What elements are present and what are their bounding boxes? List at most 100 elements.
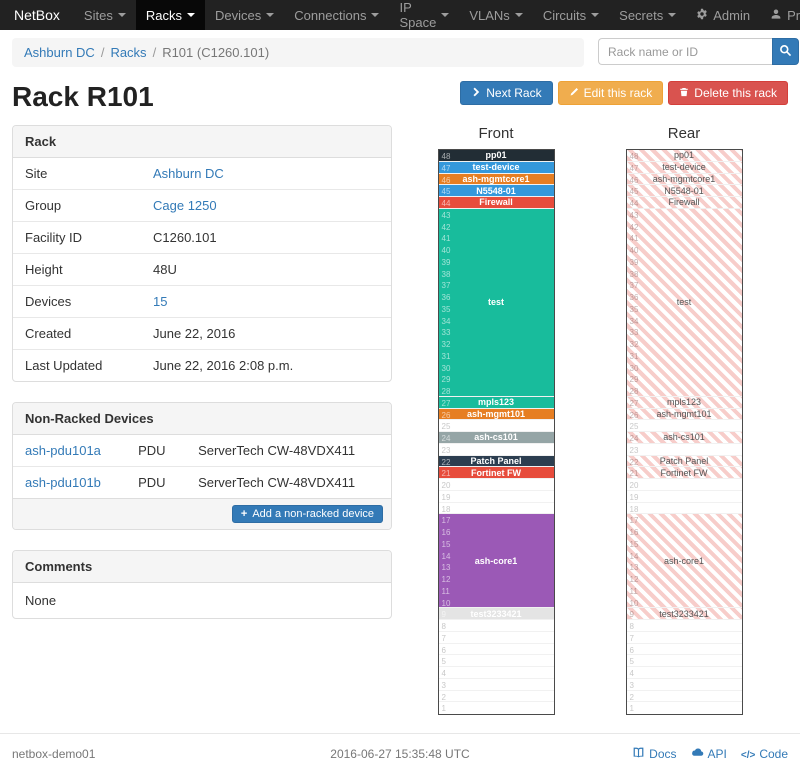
cloud-icon (691, 746, 704, 762)
device-model-cell: ServerTech CW-48VDX411 (186, 466, 391, 498)
unit-divider (626, 666, 742, 667)
footer-link-code[interactable]: </> Code (741, 746, 788, 762)
device-label: Fortinet FW (471, 467, 521, 478)
device-label: test3233421 (659, 608, 709, 619)
nav-item-racks[interactable]: Racks (135, 0, 205, 30)
nav-item-circuits[interactable]: Circuits (533, 0, 609, 30)
nav-item-secrets[interactable]: Secrets (609, 0, 686, 30)
nav-item-connections[interactable]: Connections (284, 0, 389, 30)
rack-device-test-rear[interactable]: test (626, 208, 742, 396)
rack-device-ash-core1-front[interactable]: ash-core1 (438, 514, 554, 608)
rack-device-ash-cs101-front[interactable]: ash-cs101 (438, 432, 554, 443)
edit-rack-button[interactable]: Edit this rack (557, 81, 664, 105)
device-link-ash-pdu101a[interactable]: ash-pdu101a (25, 443, 101, 458)
footer-link-label: Docs (649, 747, 677, 761)
device-label: ash-core1 (663, 555, 705, 566)
unit-divider (626, 431, 742, 432)
rack-info-value: June 22, 2016 2:08 p.m. (141, 349, 391, 381)
rack-info-link-cage-1250[interactable]: Cage 1250 (153, 198, 217, 213)
comments-panel-title: Comments (13, 551, 391, 583)
rack-device-test-device-front[interactable]: test-device (438, 161, 554, 173)
device-label: pp01 (485, 150, 507, 161)
nav-item-admin[interactable]: Admin (686, 0, 760, 30)
rack-device-patch-panel-front[interactable]: Patch Panel (438, 455, 554, 467)
rack-device-ash-cs101-rear[interactable]: ash-cs101 (626, 432, 742, 443)
chevron-right-icon (471, 86, 481, 100)
nav-item-ip-space[interactable]: IP Space (389, 0, 459, 30)
rack-device-test-front[interactable]: test (438, 208, 554, 396)
gear-icon (696, 8, 708, 23)
add-non-racked-device-button[interactable]: + Add a non-racked device (231, 505, 383, 523)
unit-divider (438, 677, 554, 679)
nav-item-label: Connections (294, 7, 367, 23)
footer-link-docs[interactable]: Docs (632, 746, 677, 762)
unit-divider (438, 689, 554, 691)
unit-divider (438, 172, 554, 174)
rack-search-input[interactable] (598, 38, 772, 65)
unit-divider (626, 513, 742, 515)
nav-item-profile[interactable]: Profile (760, 0, 800, 30)
rack-device-patch-panel-rear[interactable]: Patch Panel (626, 455, 742, 467)
rack-info-label: Devices (13, 285, 141, 318)
book-icon (632, 746, 645, 762)
unit-divider (626, 701, 742, 703)
rack-device-mpls123-rear[interactable]: mpls123 (626, 396, 742, 408)
device-link-ash-pdu101b[interactable]: ash-pdu101b (25, 475, 101, 490)
rack-device-n5548-01-rear[interactable]: N5548-01 (626, 185, 742, 196)
unit-divider (626, 607, 742, 609)
rack-info-link-15[interactable]: 15 (153, 294, 168, 309)
rack-info-value: Ashburn DC (141, 158, 391, 190)
nav-item-devices[interactable]: Devices (205, 0, 284, 30)
unit-divider (438, 513, 554, 515)
pencil-icon (569, 86, 579, 100)
unit-divider (626, 478, 742, 479)
device-label: Patch Panel (470, 455, 522, 466)
rack-device-ash-mgmtcore1-rear[interactable]: ash-mgmtcore1 (626, 173, 742, 185)
rack-device-pp01-front[interactable]: pp01 (438, 150, 554, 161)
nav-item-label: Profile (787, 7, 800, 23)
rack-device-firewall-front[interactable]: Firewall (438, 197, 554, 208)
brand-link[interactable]: NetBox (14, 7, 60, 23)
breadcrumb-separator: / (100, 45, 105, 60)
rack-device-ash-mgmt101-rear[interactable]: ash-mgmt101 (626, 408, 742, 420)
breadcrumb-item-r101-c1260-101-: R101 (C1260.101) (162, 45, 270, 60)
rack-device-test-device-rear[interactable]: test-device (626, 161, 742, 173)
rack-info-row: Created June 22, 2016 (13, 317, 391, 350)
rack-info-label: Site (25, 166, 48, 181)
rack-device-ash-core1-rear[interactable]: ash-core1 (626, 514, 742, 608)
caret-down-icon (668, 13, 677, 17)
rack-device-n5548-01-front[interactable]: N5548-01 (438, 185, 554, 196)
rack-device-firewall-rear[interactable]: Firewall (626, 197, 742, 208)
nav-item-vlans[interactable]: VLANs (459, 0, 532, 30)
next-rack-button[interactable]: Next Rack (460, 81, 553, 105)
page-title: Rack R101 (12, 81, 154, 112)
rack-device-pp01-rear[interactable]: pp01 (626, 150, 742, 161)
search-icon (779, 44, 792, 60)
unit-divider (438, 407, 554, 409)
rack-device-fortinet-fw-front[interactable]: Fortinet FW (438, 467, 554, 478)
code-icon: </> (740, 750, 756, 761)
unit-divider (438, 666, 554, 667)
rack-device-test3233421-rear[interactable]: test3233421 (626, 608, 742, 619)
rack-info-link-ashburn-dc[interactable]: Ashburn DC (153, 166, 224, 181)
rack-device-mpls123-front[interactable]: mpls123 (438, 396, 554, 408)
delete-rack-button[interactable]: Delete this rack (668, 81, 788, 105)
rack-device-fortinet-fw-rear[interactable]: Fortinet FW (626, 467, 742, 478)
rack-device-test3233421-front[interactable]: test3233421 (438, 608, 554, 619)
rack-device-ash-mgmt101-front[interactable]: ash-mgmt101 (438, 408, 554, 420)
breadcrumb-item-ashburn-dc[interactable]: Ashburn DC (24, 45, 95, 60)
device-label: ash-mgmtcore1 (652, 173, 716, 184)
footer-link-api[interactable]: API (691, 746, 727, 762)
footer-links: Docs API </> Code (529, 746, 788, 762)
nav-item-sites[interactable]: Sites (74, 0, 136, 30)
rack-device-ash-mgmtcore1-front[interactable]: ash-mgmtcore1 (438, 173, 554, 185)
device-label: ash-mgmtcore1 (462, 173, 530, 184)
device-label: Firewall (668, 197, 700, 208)
rack-search (598, 38, 799, 65)
device-label: mpls123 (477, 397, 515, 408)
unit-divider (626, 654, 742, 656)
device-label: pp01 (673, 150, 695, 161)
rack-search-button[interactable] (772, 38, 799, 65)
rack-elevations: Front pp01 test-device ash-mgmtcore1 N5548-… (392, 125, 788, 715)
breadcrumb-item-racks[interactable]: Racks (110, 45, 147, 60)
